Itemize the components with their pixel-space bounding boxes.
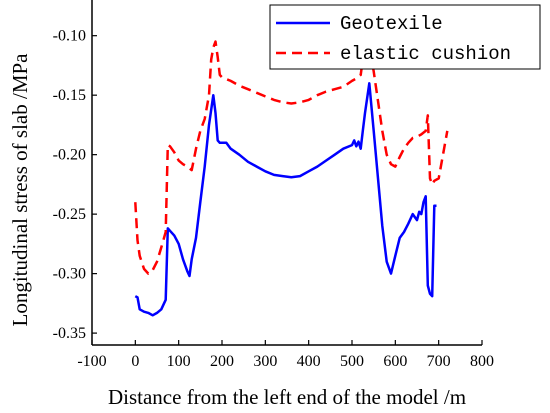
x-tick-label: 0 <box>131 353 139 370</box>
legend: Geotexile elastic cushion <box>269 4 541 70</box>
x-tick-label: 600 <box>383 353 407 370</box>
y-ticks: -0.35 -0.30 -0.25 -0.20 -0.15 -0.10 <box>53 28 97 342</box>
x-tick-label: 700 <box>427 353 451 370</box>
legend-label-geotexile: Geotexile <box>340 13 443 35</box>
y-tick-label: -0.10 <box>53 28 86 45</box>
x-tick-label: 400 <box>297 353 321 370</box>
y-tick-label: -0.15 <box>53 87 86 104</box>
legend-label-elastic-cushion: elastic cushion <box>340 43 511 65</box>
x-ticks: -100 0 100 200 300 400 500 600 700 800 <box>77 340 494 370</box>
series-line-elastic-cushion <box>134 30 449 275</box>
series-lines <box>134 30 449 317</box>
legend-box <box>269 4 541 70</box>
y-tick-label: -0.30 <box>53 266 86 283</box>
x-tick-label: -100 <box>77 353 106 370</box>
x-tick-label: 800 <box>470 353 494 370</box>
x-tick-label: 200 <box>210 353 234 370</box>
x-tick-label: 300 <box>253 353 277 370</box>
x-tick-label: 500 <box>340 353 364 370</box>
plot-area: -100 0 100 200 300 400 500 600 700 800 -0.35 -0.30… <box>53 0 494 370</box>
x-tick-label: 100 <box>167 353 191 370</box>
y-tick-label: -0.20 <box>53 147 86 164</box>
y-tick-label: -0.35 <box>53 325 86 342</box>
y-axis-title: Longitudinal stress of slab /MPa <box>8 53 32 327</box>
x-axis-title: Distance from the left end of the model … <box>108 385 466 409</box>
y-tick-label: -0.25 <box>53 206 86 223</box>
series-line-geotexile <box>134 82 437 317</box>
